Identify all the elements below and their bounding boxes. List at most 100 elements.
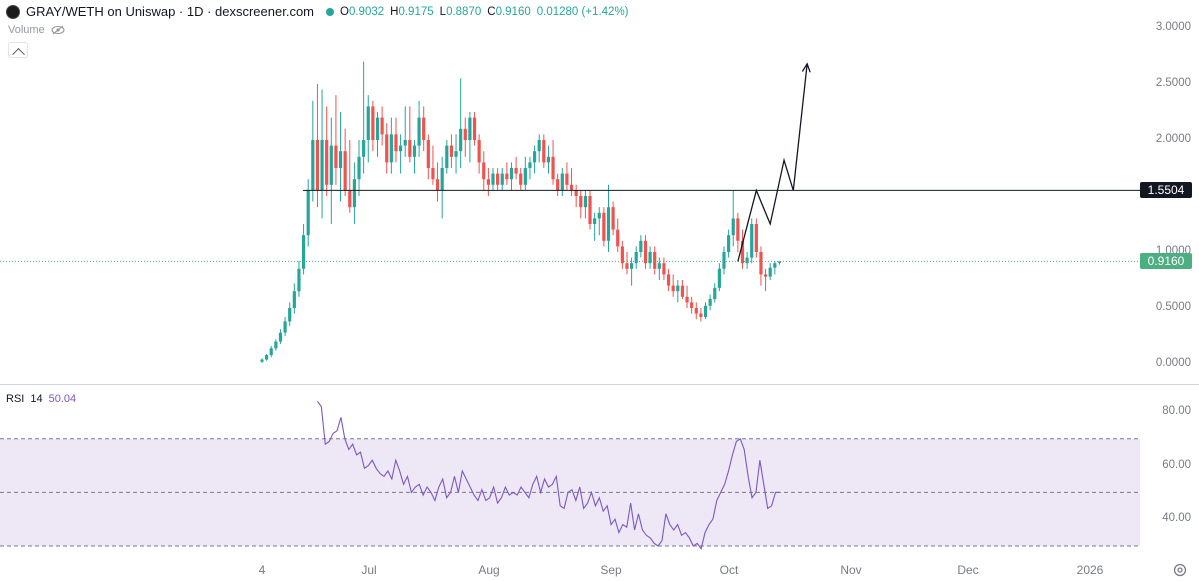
candle-body [338,151,343,168]
candle-body [357,156,361,180]
candle-body [431,168,435,180]
candle-body [348,190,352,208]
candle-body [703,305,708,317]
candle-body [320,140,324,191]
rsi-name: RSI [6,393,25,405]
price-axis-tick: 2.0000 [1155,133,1191,145]
candle-body [514,168,518,174]
candle-body [634,252,638,264]
candle-body [509,168,514,180]
candle-body [532,151,537,163]
candle-body [449,145,454,157]
candle-body [311,140,315,191]
rsi-axis-tick: 40.00 [1162,512,1191,525]
candle-body [528,162,532,168]
hidden-eye-icon[interactable] [51,25,65,35]
candle-body [459,128,463,152]
candle-body [708,299,712,306]
ohlc-values: O0.9032 H0.9175 L0.8870 C0.9160 0.01280 … [340,6,628,18]
rsi-length: 14 [30,393,43,405]
candle-body [773,263,777,268]
candle-body [352,179,356,208]
candle-body [750,224,754,258]
candle-body [690,302,694,308]
candle-body [408,140,412,157]
candle-body [269,348,273,356]
candle-body [556,179,560,191]
candle-body [366,106,370,140]
time-axis-tick: Sep [600,563,622,577]
candle-body [454,151,458,157]
candle-body [537,140,541,152]
candle-body [648,252,652,264]
candle-body [713,287,717,300]
candle-body [625,263,629,269]
candle-body [417,117,421,146]
candle-body [486,179,490,185]
candle-body [329,145,333,185]
candle-body [278,332,283,342]
volume-label: Volume [8,24,45,36]
price-change: 0.01280 (+1.42%) [536,5,629,18]
candle-body [477,140,481,163]
candle-body [551,156,555,180]
collapse-legend-button[interactable] [8,42,28,61]
time-axis-tick: Jul [361,563,377,577]
candle-body [463,128,467,140]
time-axis-tick: 2026 [1076,563,1104,577]
ohlc-low: L0.8870 [439,5,482,18]
price-axis-tick: 2.5000 [1155,77,1191,89]
candle-body [334,145,338,168]
candle-body [546,156,551,163]
candle-body [736,218,740,241]
candle-body [399,145,403,152]
candle-body [602,212,606,241]
rsi-value: 50.04 [48,393,77,405]
settings-gear-icon[interactable] [1172,562,1188,578]
candle-body [597,212,601,219]
candle-body [611,207,615,230]
horizontal-line-price-badge: 1.5504 [1140,182,1192,199]
price-axis-tick: 3.0000 [1155,21,1191,33]
volume-legend[interactable]: Volume [8,24,65,36]
candle-body [768,267,772,277]
candle-body [491,173,495,185]
ohlc-open: O0.9032 [340,5,385,18]
rsi-line [316,400,780,550]
arrow-head-icon [801,62,811,73]
rsi-legend: RSI 14 50.04 [6,393,76,405]
token-logo-icon [6,4,20,19]
price-axis-tick: 0.5000 [1155,301,1191,313]
candle-body [385,134,389,163]
candle-body [606,207,611,241]
projection-path-drawing[interactable] [737,63,808,262]
candle-body [671,285,675,292]
candle-body [666,274,671,286]
candle-body [593,218,597,224]
candle-body [288,308,292,322]
rsi-axis-tick: 60.00 [1162,458,1191,471]
candle-body [403,140,407,146]
candle-body [519,173,523,185]
candle-body [375,117,380,140]
candle-body [662,263,666,275]
candle-body [260,359,264,362]
candle-body [676,285,680,292]
candle-body [325,140,329,185]
candle-body [574,190,578,196]
candle-body [565,173,569,185]
candle-body [717,268,721,288]
candle-body [583,196,587,208]
candle-body [292,291,296,308]
candle-body [588,196,592,224]
candle-body [685,296,689,303]
candle-body [426,140,430,168]
candle-body [306,190,310,236]
candle-body [740,240,745,264]
candle-body [643,240,648,264]
candle-body [496,173,500,185]
candle-body [482,162,486,180]
candle-body [560,173,564,191]
time-axis-tick: Oct [719,563,739,577]
